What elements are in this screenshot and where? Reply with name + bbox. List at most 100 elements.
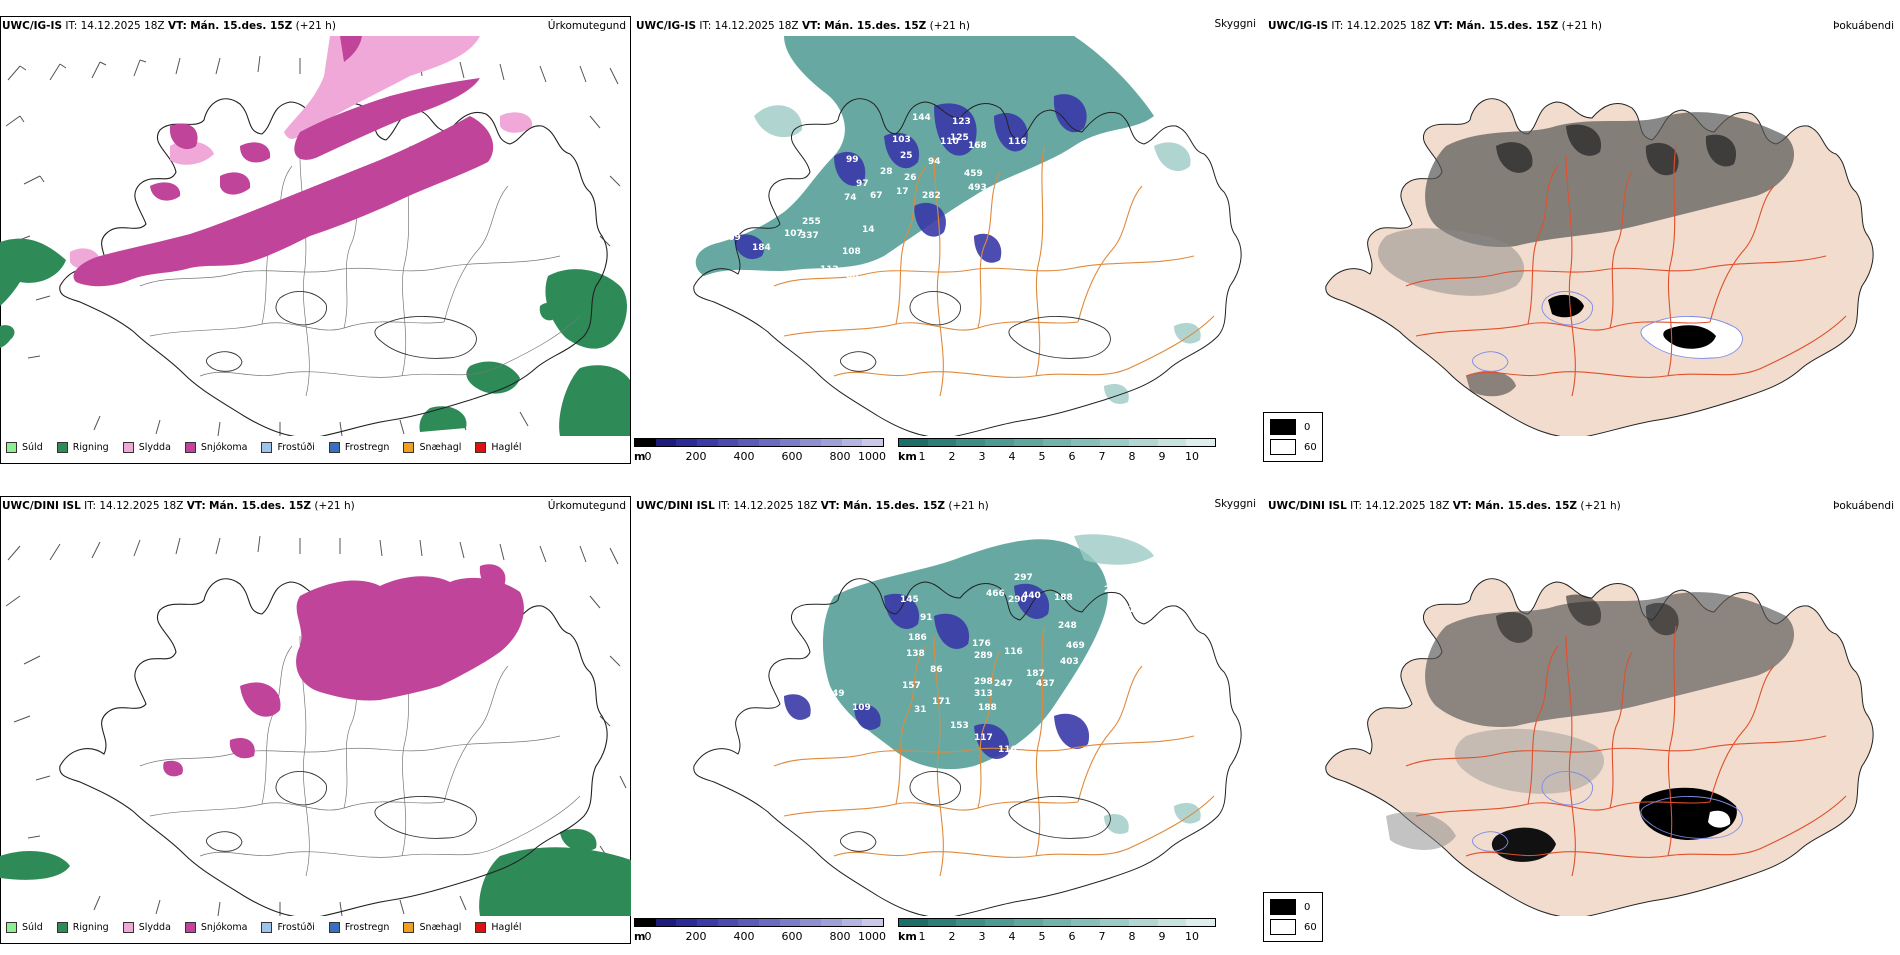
cloud-base-value: 116 <box>1008 137 1027 147</box>
fog-legend: 0 60 <box>1263 892 1323 942</box>
init-time: 14.12.2025 18Z <box>1365 500 1450 512</box>
vt-label: VT: <box>186 500 206 512</box>
cloud-base-value: 188 <box>978 703 997 713</box>
cloud-base-value: 282 <box>922 191 941 201</box>
legend-swatch <box>328 921 340 933</box>
legend-label: Snjókoma <box>200 921 248 933</box>
lead-time: (+21 h) <box>295 20 336 32</box>
lead-time: (+21 h) <box>948 500 989 512</box>
vt-label: VT: <box>801 20 821 32</box>
lead-time: (+21 h) <box>314 500 355 512</box>
visibility-tick: 7 <box>1098 450 1106 463</box>
cloud-base-value: 493 <box>968 183 987 193</box>
visibility-tick: 9 <box>1158 450 1166 463</box>
init-time: 14.12.2025 18Z <box>714 20 799 32</box>
fog-swatch <box>1270 919 1296 935</box>
cloud-base-value: 186 <box>908 633 927 643</box>
precip-type-panel: UWC/DINI ISL IT: 14.12.2025 18Z VT: Mán.… <box>0 480 632 950</box>
model-name: UWC/DINI ISL <box>1268 500 1347 512</box>
valid-time: Mán. 15.des. 15Z <box>824 20 927 32</box>
cloud-map: 145 91 186 138 86 157 171 31 109 93 49 2… <box>693 534 1242 916</box>
visibility-tick: 3 <box>978 450 986 463</box>
height-tick: 600 <box>781 450 803 463</box>
precip-header: UWC/IG-IS IT: 14.12.2025 18Z VT: Mán. 15… <box>0 20 632 36</box>
cloud-base-value: 108 <box>842 247 861 257</box>
legend-swatch <box>403 441 415 453</box>
lead-time: (+21 h) <box>929 20 970 32</box>
legend-label: Slydda <box>138 441 171 453</box>
cloud-base-value: 276 <box>1104 585 1123 595</box>
cloud-base-value: 157 <box>902 681 921 691</box>
legend-item-frostudi: Frostúði <box>261 440 315 454</box>
cloud-base-value: 91 <box>662 245 675 255</box>
legend-item-rigning: Rigning <box>56 920 109 934</box>
visibility-tick: 8 <box>1128 450 1136 463</box>
legend-item-sudd: Súld <box>6 440 43 454</box>
cloud-base-value: 109 <box>722 233 741 243</box>
valid-time: Mán. 15.des. 15Z <box>190 20 293 32</box>
model-name: UWC/DINI ISL <box>2 500 81 512</box>
visibility-tick: 1 <box>918 930 926 943</box>
fog-swatch <box>1270 439 1296 455</box>
cloud-base-value: 117 <box>974 733 993 743</box>
legend-swatch <box>475 921 487 933</box>
it-label: IT: <box>1331 20 1344 32</box>
low-visibility-areas <box>695 36 1154 276</box>
cloud-base-value: 28 <box>880 167 893 177</box>
fog-indicator-panel: UWC/IG-IS IT: 14.12.2025 18Z VT: Mán. 15… <box>1262 0 1900 470</box>
valid-time: Mán. 15.des. 15Z <box>1475 500 1578 512</box>
cloud-base-value: 107 <box>784 229 803 239</box>
cloud-base-value: 128 <box>726 191 745 201</box>
cloud-base-value: 138 <box>906 649 925 659</box>
legend-label: Frostúði <box>277 921 315 933</box>
fog-swatch <box>1270 419 1296 435</box>
legend-item-slydda: Slydda <box>122 440 171 454</box>
visibility-tick: 3 <box>978 930 986 943</box>
cloud-visibility-panel: UWC/IG-IS IT: 14.12.2025 18Z VT: Mán. 15… <box>634 0 1264 470</box>
height-tick: 200 <box>685 930 707 943</box>
snow-areas <box>163 564 524 777</box>
cloud-base-value: 86 <box>930 665 943 675</box>
visibility-tick: 9 <box>1158 930 1166 943</box>
cloud-base-value: 145 <box>900 595 919 605</box>
legend-item-sudd: Súld <box>6 920 43 934</box>
model-name: UWC/IG-IS <box>636 20 697 32</box>
cloud-base-value: 31 <box>914 705 927 715</box>
cloud-base-value: 67 <box>870 191 883 201</box>
cloud-base-value: 110 <box>940 137 959 147</box>
cloud-base-value: 116 <box>998 745 1017 755</box>
cloud-base-value: 101 <box>700 235 719 245</box>
legend-item-snjokoma: Snjókoma <box>184 440 247 454</box>
height-tick: 1000 <box>858 930 886 943</box>
legend-swatch <box>403 921 415 933</box>
cloud-base-value: 26 <box>904 173 917 183</box>
legend-swatch <box>184 921 196 933</box>
cloud-base-value: 403 <box>1060 657 1079 667</box>
legend-swatch <box>261 921 273 933</box>
precip-map <box>0 36 630 436</box>
cloud-base-value: 116 <box>1004 647 1023 657</box>
legend-label: Snæhagl <box>419 921 462 933</box>
mid-visibility-areas <box>754 105 1201 405</box>
cloud-visibility-panel: UWC/DINI ISL IT: 14.12.2025 18Z VT: Mán.… <box>634 480 1264 950</box>
lead-time: (+21 h) <box>1580 500 1621 512</box>
legend-item-rigning: Rigning <box>56 440 109 454</box>
legend-label: Haglél <box>491 921 522 933</box>
legend-label: Frostregn <box>344 441 390 453</box>
legend-label: Frostúði <box>277 441 315 453</box>
visibility-tick: 1 <box>918 450 926 463</box>
legend-swatch <box>184 441 196 453</box>
fog-map <box>1325 578 1874 916</box>
precip-legend: Súld Rigning Slydda Snjókoma Frostúði Fr… <box>6 440 536 454</box>
visibility-colorbar: km 1 2 3 4 5 6 7 8 9 10 <box>898 918 1218 948</box>
it-label: IT: <box>65 20 78 32</box>
cloud-base-colorbar: m 0 200 400 600 800 1000 <box>634 438 894 468</box>
init-time: 14.12.2025 18Z <box>733 500 818 512</box>
init-time: 14.12.2025 18Z <box>1346 20 1431 32</box>
legend-swatch <box>475 441 487 453</box>
legend-item-snaehagl: Snæhagl <box>403 440 461 454</box>
legend-item-slydda: Slydda <box>122 920 171 934</box>
cloud-base-value: 469 <box>1066 641 1085 651</box>
cloud-base-value: 93 <box>812 691 825 701</box>
cloud-base-value: 74 <box>844 193 857 203</box>
